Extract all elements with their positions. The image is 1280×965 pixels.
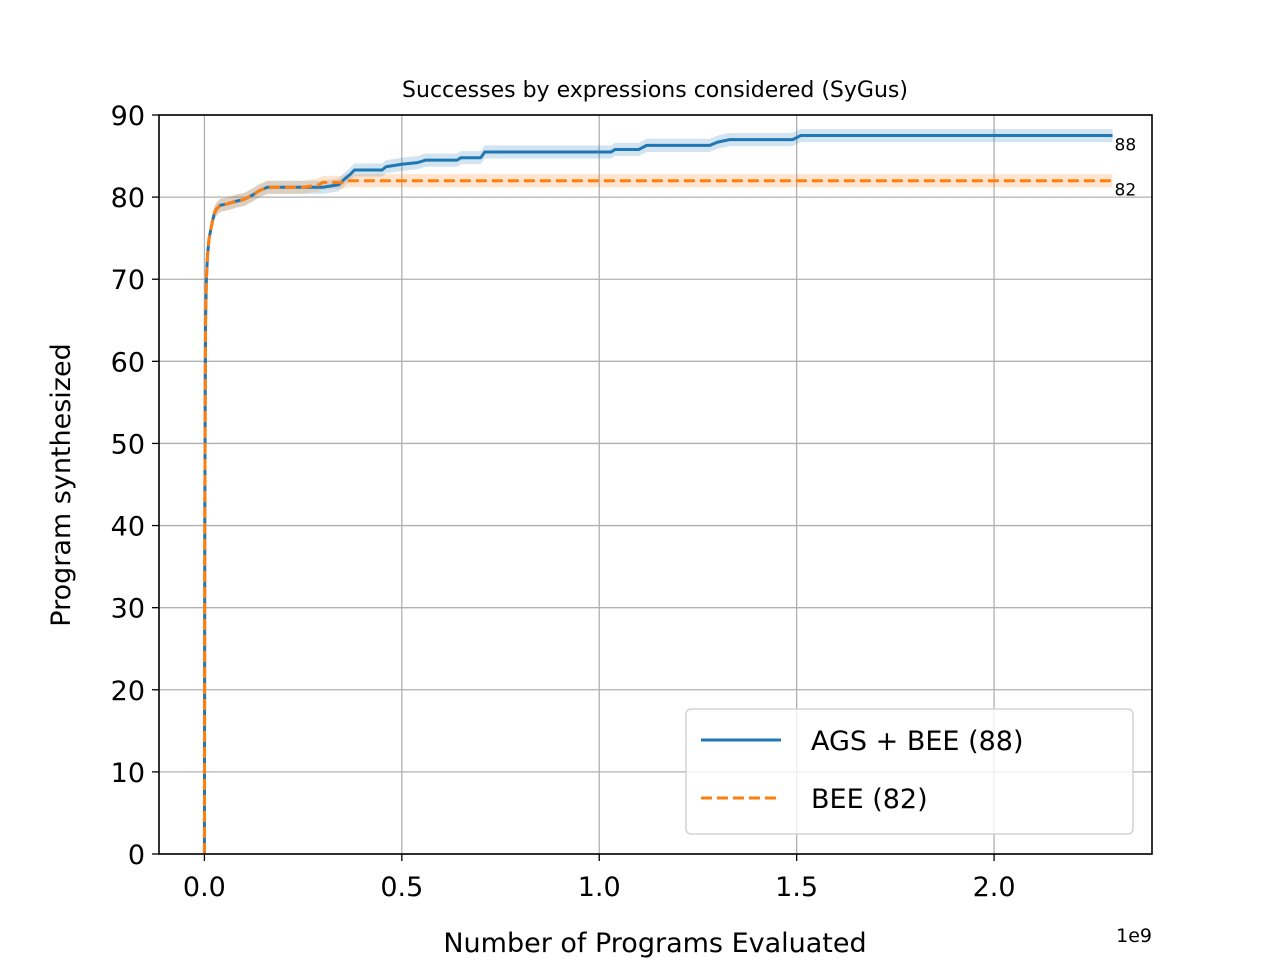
y-tick-label: 70 — [111, 265, 145, 296]
y-tick-label: 10 — [111, 758, 145, 789]
axis-ticks: 0.0 0.5 1.0 1.5 2.0 0 10 20 30 40 50 60 70 80 90 — [111, 101, 1016, 903]
x-tick-label: 2.0 — [973, 872, 1016, 903]
y-tick-label: 40 — [111, 512, 145, 543]
y-tick-label: 0 — [128, 840, 145, 871]
series-line-1 — [202, 179, 1113, 855]
x-tick-label: 0.5 — [380, 872, 423, 903]
legend-label-bee: BEE (82) — [811, 784, 928, 815]
legend: AGS + BEE (88) BEE (82) — [685, 708, 1134, 835]
legend-box — [685, 708, 1134, 835]
y-tick-label: 60 — [111, 347, 145, 378]
chart-title: Successes by expressions considered (SyG… — [402, 78, 908, 103]
series-end-label-1: 82 — [1115, 181, 1137, 201]
y-axis-label: Program synthesized — [46, 343, 77, 626]
legend-label-ags-bee: AGS + BEE (88) — [811, 726, 1024, 757]
y-tick-label: 90 — [111, 101, 145, 132]
x-axis-offset-text: 1e9 — [1116, 925, 1152, 947]
y-tick-label: 50 — [111, 429, 145, 460]
x-tick-label: 1.5 — [775, 872, 818, 903]
series-end-label-0: 88 — [1115, 136, 1137, 156]
x-tick-label: 1.0 — [578, 872, 621, 903]
y-tick-label: 80 — [111, 183, 145, 214]
x-tick-label: 0.0 — [183, 872, 226, 903]
y-tick-label: 20 — [111, 676, 145, 707]
series-lines — [202, 134, 1113, 855]
y-tick-label: 30 — [111, 594, 145, 625]
end-labels: 88 82 — [1115, 136, 1137, 201]
x-axis-label: Number of Programs Evaluated — [443, 928, 866, 959]
plot-frame — [158, 114, 1153, 855]
